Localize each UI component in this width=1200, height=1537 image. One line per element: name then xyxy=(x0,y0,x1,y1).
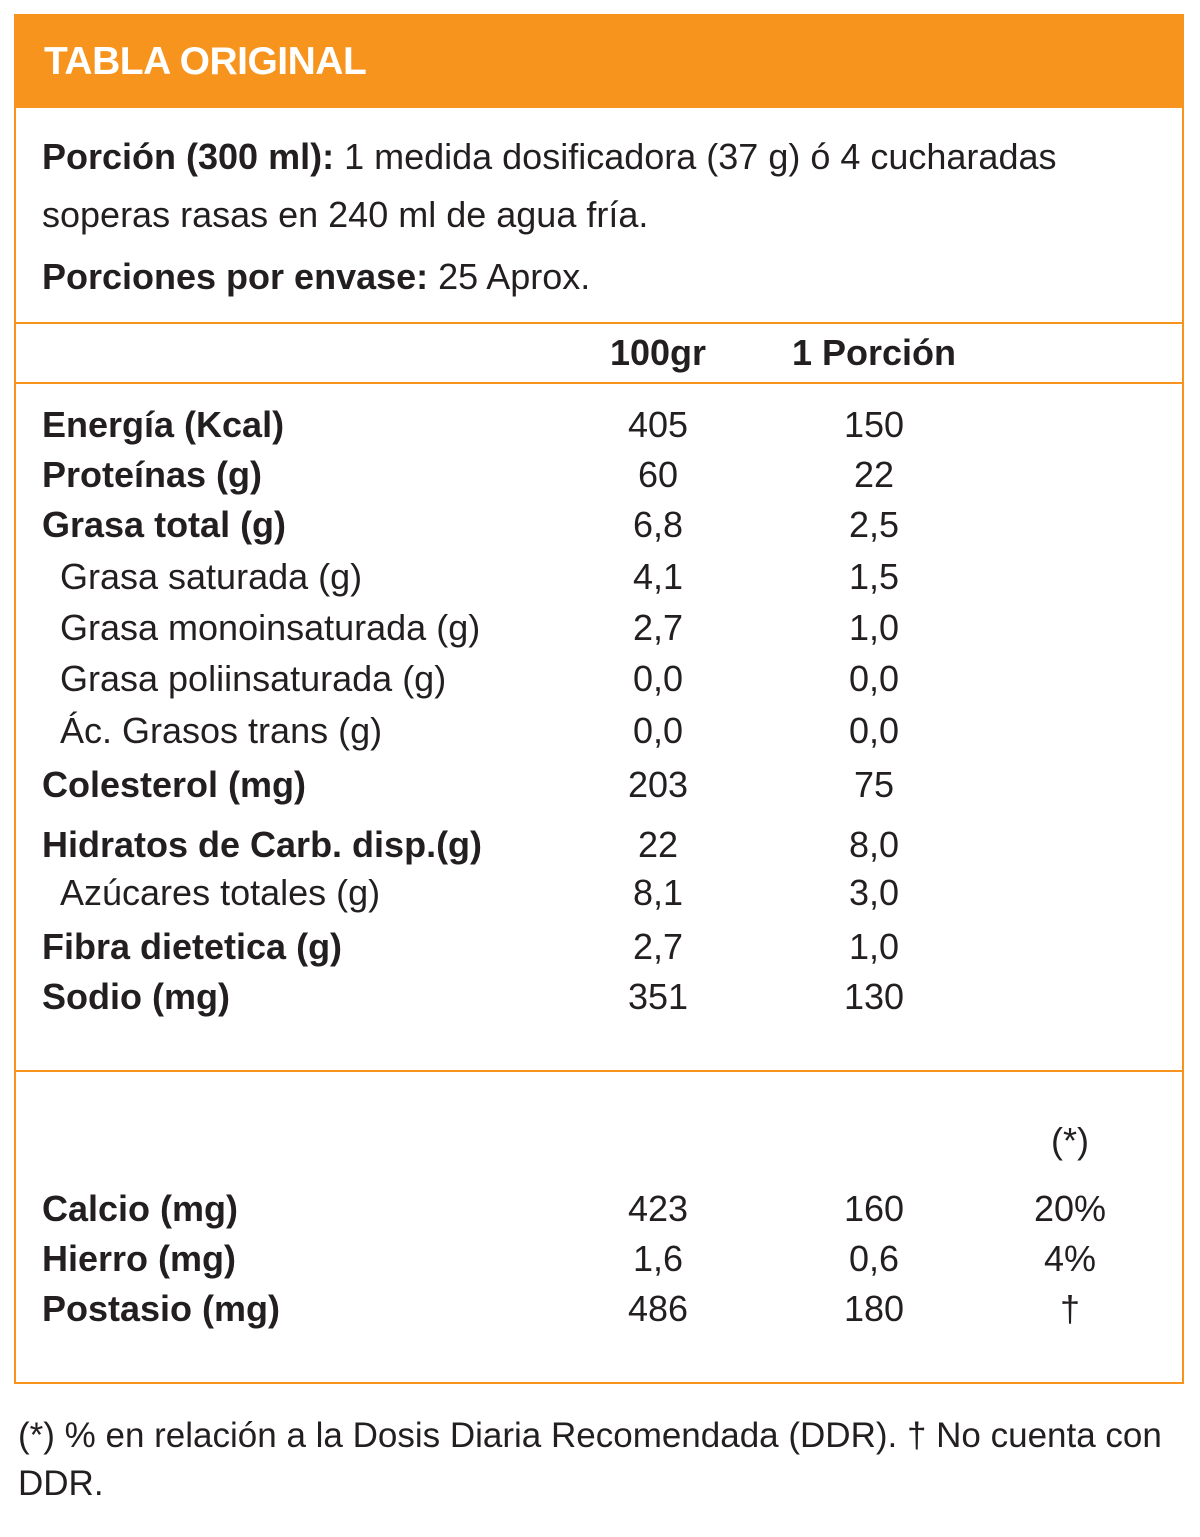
row-label: Energía (Kcal) xyxy=(42,404,285,445)
row-label: Postasio (mg) xyxy=(42,1288,281,1329)
column-header-100gr: 100gr xyxy=(609,332,707,373)
table-row: Colesterol (mg) 203 75 xyxy=(16,760,1182,810)
value-100gr: 8,1 xyxy=(632,872,684,913)
value-portion: 75 xyxy=(853,764,895,805)
value-portion: 8,0 xyxy=(848,824,900,865)
value-100gr: 351 xyxy=(627,976,689,1017)
value-portion: 22 xyxy=(853,454,895,495)
row-label: Grasa total (g) xyxy=(42,504,287,545)
ddr-column-header: (*) xyxy=(1051,1120,1089,1161)
table-row: Postasio (mg) 486 180 † xyxy=(16,1284,1182,1334)
value-100gr: 486 xyxy=(627,1288,689,1329)
value-portion: 1,5 xyxy=(848,556,900,597)
value-100gr: 60 xyxy=(637,454,679,495)
value-portion: 130 xyxy=(843,976,905,1017)
table-row: Ác. Grasos trans (g) 0,0 0,0 xyxy=(16,706,1182,756)
divider xyxy=(16,322,1182,324)
nutrition-table: TABLA ORIGINAL Porción (300 ml): 1 medid… xyxy=(14,14,1184,1384)
serving-size-text: 1 medida dosificadora (37 g) ó 4 cuchara… xyxy=(42,136,1057,235)
value-portion: 0,0 xyxy=(848,658,900,699)
value-portion: 180 xyxy=(843,1288,905,1329)
value-100gr: 6,8 xyxy=(632,504,684,545)
table-row: Energía (Kcal) 405 150 xyxy=(16,400,1182,450)
value-ddr: † xyxy=(1059,1288,1081,1329)
value-100gr: 405 xyxy=(627,404,689,445)
value-100gr: 0,0 xyxy=(632,658,684,699)
row-label: Fibra dietetica (g) xyxy=(42,926,343,967)
value-portion: 150 xyxy=(843,404,905,445)
value-portion: 1,0 xyxy=(848,607,900,648)
table-row: Azúcares totales (g) 8,1 3,0 xyxy=(16,868,1182,918)
value-100gr: 2,7 xyxy=(632,926,684,967)
value-portion: 3,0 xyxy=(848,872,900,913)
table-header: TABLA ORIGINAL xyxy=(16,16,1182,108)
table-row: Grasa monoinsaturada (g) 2,7 1,0 xyxy=(16,603,1182,653)
value-ddr: 20% xyxy=(1033,1188,1107,1229)
row-label: Grasa monoinsaturada (g) xyxy=(60,607,481,648)
row-label: Colesterol (mg) xyxy=(42,764,307,805)
table-row: Grasa poliinsaturada (g) 0,0 0,0 xyxy=(16,654,1182,704)
table-row: Proteínas (g) 60 22 xyxy=(16,450,1182,500)
footnote: (*) % en relación a la Dosis Diaria Reco… xyxy=(18,1416,1162,1503)
table-row: Grasa saturada (g) 4,1 1,5 xyxy=(16,552,1182,602)
divider xyxy=(16,1070,1182,1072)
value-portion: 2,5 xyxy=(848,504,900,545)
table-row: Hierro (mg) 1,6 0,6 4% xyxy=(16,1234,1182,1284)
servings-value: 25 Aprox. xyxy=(428,256,591,297)
table-row: Hidratos de Carb. disp.(g) 22 8,0 xyxy=(16,820,1182,870)
table-row: Sodio (mg) 351 130 xyxy=(16,972,1182,1022)
row-label: Sodio (mg) xyxy=(42,976,230,1017)
value-100gr: 423 xyxy=(627,1188,689,1229)
row-label: Proteínas (g) xyxy=(42,454,263,495)
servings-label: Porciones por envase: xyxy=(42,256,429,297)
value-portion: 160 xyxy=(843,1188,905,1229)
serving-size: Porción (300 ml): 1 medida dosificadora … xyxy=(42,128,1152,244)
row-label: Hidratos de Carb. disp.(g) xyxy=(42,824,483,865)
row-label: Grasa saturada (g) xyxy=(60,556,363,597)
row-label: Hierro (mg) xyxy=(42,1238,237,1279)
table-row: Fibra dietetica (g) 2,7 1,0 xyxy=(16,922,1182,972)
value-100gr: 1,6 xyxy=(632,1238,684,1279)
value-100gr: 2,7 xyxy=(632,607,684,648)
value-100gr: 0,0 xyxy=(632,710,684,751)
row-label: Ác. Grasos trans (g) xyxy=(60,710,383,751)
divider xyxy=(16,382,1182,384)
value-100gr: 22 xyxy=(637,824,679,865)
value-portion: 0,6 xyxy=(848,1238,900,1279)
value-ddr: 4% xyxy=(1043,1238,1097,1279)
table-row: Grasa total (g) 6,8 2,5 xyxy=(16,500,1182,550)
value-100gr: 203 xyxy=(627,764,689,805)
servings-per-container: Porciones por envase: 25 Aprox. xyxy=(42,248,590,306)
value-portion: 1,0 xyxy=(848,926,900,967)
table-row: Calcio (mg) 423 160 20% xyxy=(16,1184,1182,1234)
column-header-portion: 1 Porción xyxy=(791,332,957,373)
row-label: Calcio (mg) xyxy=(42,1188,239,1229)
serving-size-label: Porción (300 ml): xyxy=(42,136,335,177)
value-portion: 0,0 xyxy=(848,710,900,751)
row-label: Azúcares totales (g) xyxy=(60,872,381,913)
table-title: TABLA ORIGINAL xyxy=(44,40,367,83)
value-100gr: 4,1 xyxy=(632,556,684,597)
row-label: Grasa poliinsaturada (g) xyxy=(60,658,447,699)
